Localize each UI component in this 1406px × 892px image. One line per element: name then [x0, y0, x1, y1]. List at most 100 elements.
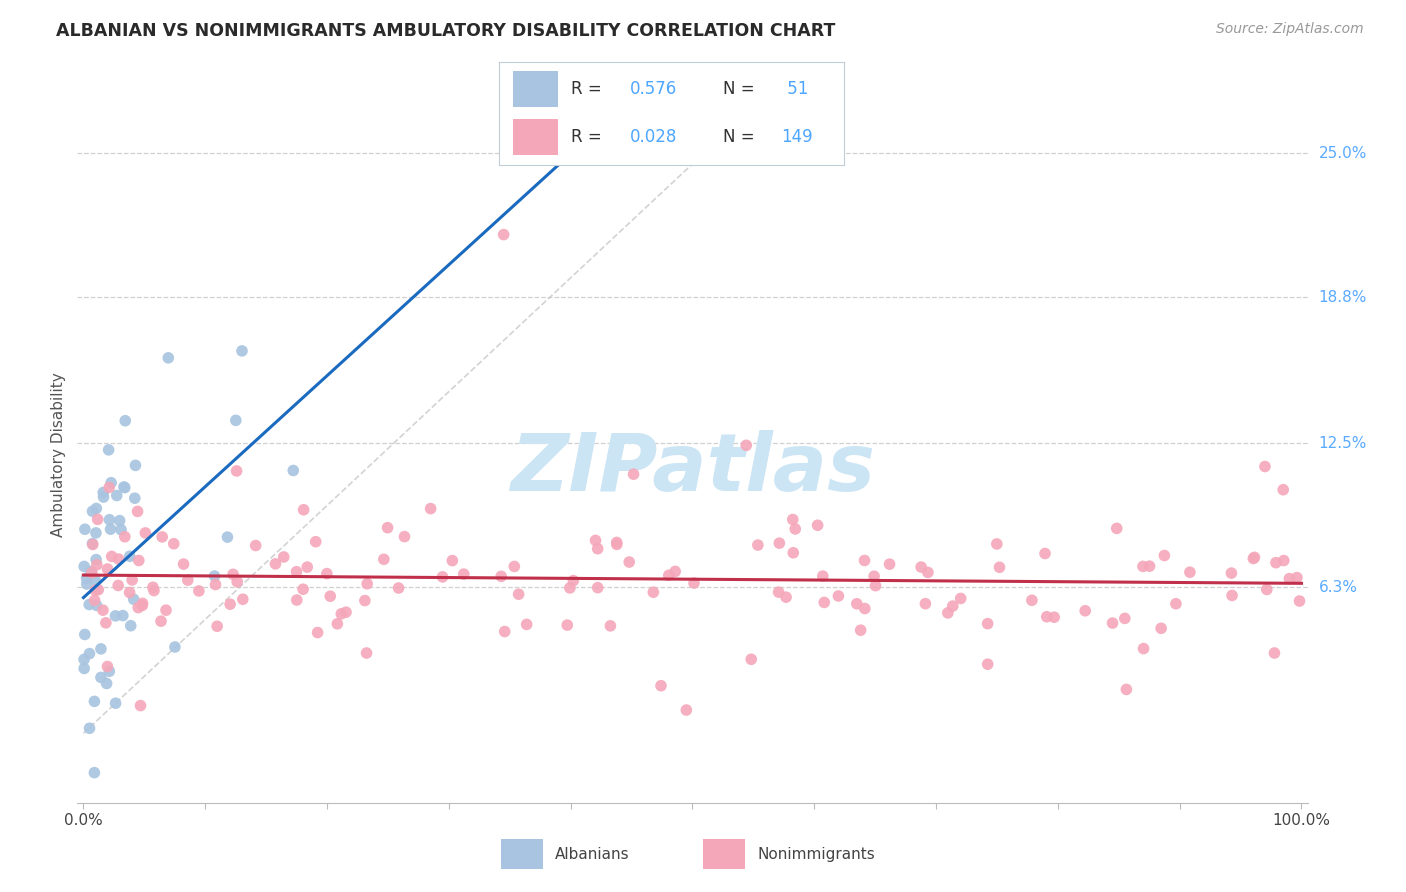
Point: [1288, 594, 1310, 608]
Point: [643, 585, 665, 599]
Point: [118, 585, 141, 599]
Point: [219, 597, 242, 611]
Point: [949, 591, 972, 606]
Point: [1256, 582, 1278, 597]
Point: [1150, 621, 1173, 635]
Point: [782, 512, 804, 526]
Point: [142, 580, 165, 594]
FancyBboxPatch shape: [513, 70, 558, 106]
Text: R =: R =: [571, 128, 607, 145]
Point: [516, 617, 538, 632]
Point: [86, 599, 108, 613]
Point: [1264, 556, 1286, 570]
Point: [432, 570, 454, 584]
Point: [73, 559, 96, 574]
Point: [917, 566, 939, 580]
Point: [494, 624, 516, 639]
Point: [173, 557, 195, 571]
Point: [97, 442, 120, 457]
Point: [86, 501, 108, 516]
Point: [87, 582, 110, 597]
Text: ALBANIAN VS NONIMMIGRANTS AMBULATORY DISABILITY CORRELATION CHART: ALBANIAN VS NONIMMIGRANTS AMBULATORY DIS…: [56, 22, 835, 40]
Point: [100, 549, 122, 564]
Y-axis label: Ambulatory Disability: Ambulatory Disability: [51, 373, 66, 537]
FancyBboxPatch shape: [513, 119, 558, 155]
Point: [1139, 559, 1161, 574]
Point: [768, 585, 790, 599]
Text: 12.5%: 12.5%: [1319, 436, 1367, 450]
Point: [1153, 549, 1175, 563]
Text: N =: N =: [723, 79, 755, 97]
Point: [98, 665, 121, 679]
Point: [143, 583, 166, 598]
Point: [83, 765, 105, 780]
Point: [86, 512, 108, 526]
Point: [80, 565, 103, 579]
Point: [76, 571, 98, 585]
Point: [82, 537, 104, 551]
Point: [373, 552, 395, 566]
Point: [84, 583, 107, 598]
Point: [1074, 604, 1097, 618]
Point: [1132, 641, 1154, 656]
Point: [492, 227, 515, 242]
Text: 149: 149: [782, 128, 813, 145]
Point: [936, 606, 959, 620]
Point: [735, 438, 758, 452]
Point: [127, 504, 149, 518]
Point: [1105, 521, 1128, 535]
Point: [100, 475, 122, 490]
Text: 25.0%: 25.0%: [1319, 146, 1367, 161]
Point: [307, 625, 329, 640]
Point: [1164, 597, 1187, 611]
Point: [226, 574, 249, 589]
Point: [157, 351, 180, 365]
Point: [134, 525, 156, 540]
Point: [104, 696, 127, 710]
Point: [127, 600, 149, 615]
Point: [853, 601, 876, 615]
Point: [98, 513, 121, 527]
Point: [453, 567, 475, 582]
Point: [1272, 553, 1295, 567]
Point: [217, 530, 239, 544]
Point: [489, 569, 512, 583]
Point: [90, 670, 112, 684]
Point: [623, 467, 645, 482]
Point: [131, 599, 153, 613]
Point: [1132, 559, 1154, 574]
Point: [104, 608, 127, 623]
Text: ZIPatlas: ZIPatlas: [510, 430, 875, 508]
Point: [330, 607, 353, 621]
Point: [1254, 459, 1277, 474]
Point: [163, 640, 186, 654]
Point: [356, 576, 378, 591]
Point: [225, 464, 247, 478]
Point: [1036, 609, 1059, 624]
Point: [155, 603, 177, 617]
Point: [768, 536, 790, 550]
Point: [83, 694, 105, 708]
Point: [586, 541, 609, 556]
Point: [740, 652, 762, 666]
Point: [976, 616, 998, 631]
Point: [1033, 547, 1056, 561]
Point: [79, 647, 101, 661]
Point: [80, 566, 103, 580]
Point: [83, 593, 105, 607]
Point: [508, 587, 530, 601]
Point: [356, 646, 378, 660]
Point: [558, 581, 581, 595]
Point: [120, 619, 142, 633]
Point: [988, 560, 1011, 574]
Point: [177, 573, 200, 587]
Point: [86, 558, 108, 572]
Point: [853, 553, 876, 567]
Point: [377, 521, 399, 535]
Point: [124, 491, 146, 506]
Point: [100, 522, 122, 536]
Text: 0.028: 0.028: [630, 128, 678, 145]
Text: R =: R =: [571, 79, 607, 97]
Point: [807, 518, 830, 533]
Point: [394, 530, 416, 544]
